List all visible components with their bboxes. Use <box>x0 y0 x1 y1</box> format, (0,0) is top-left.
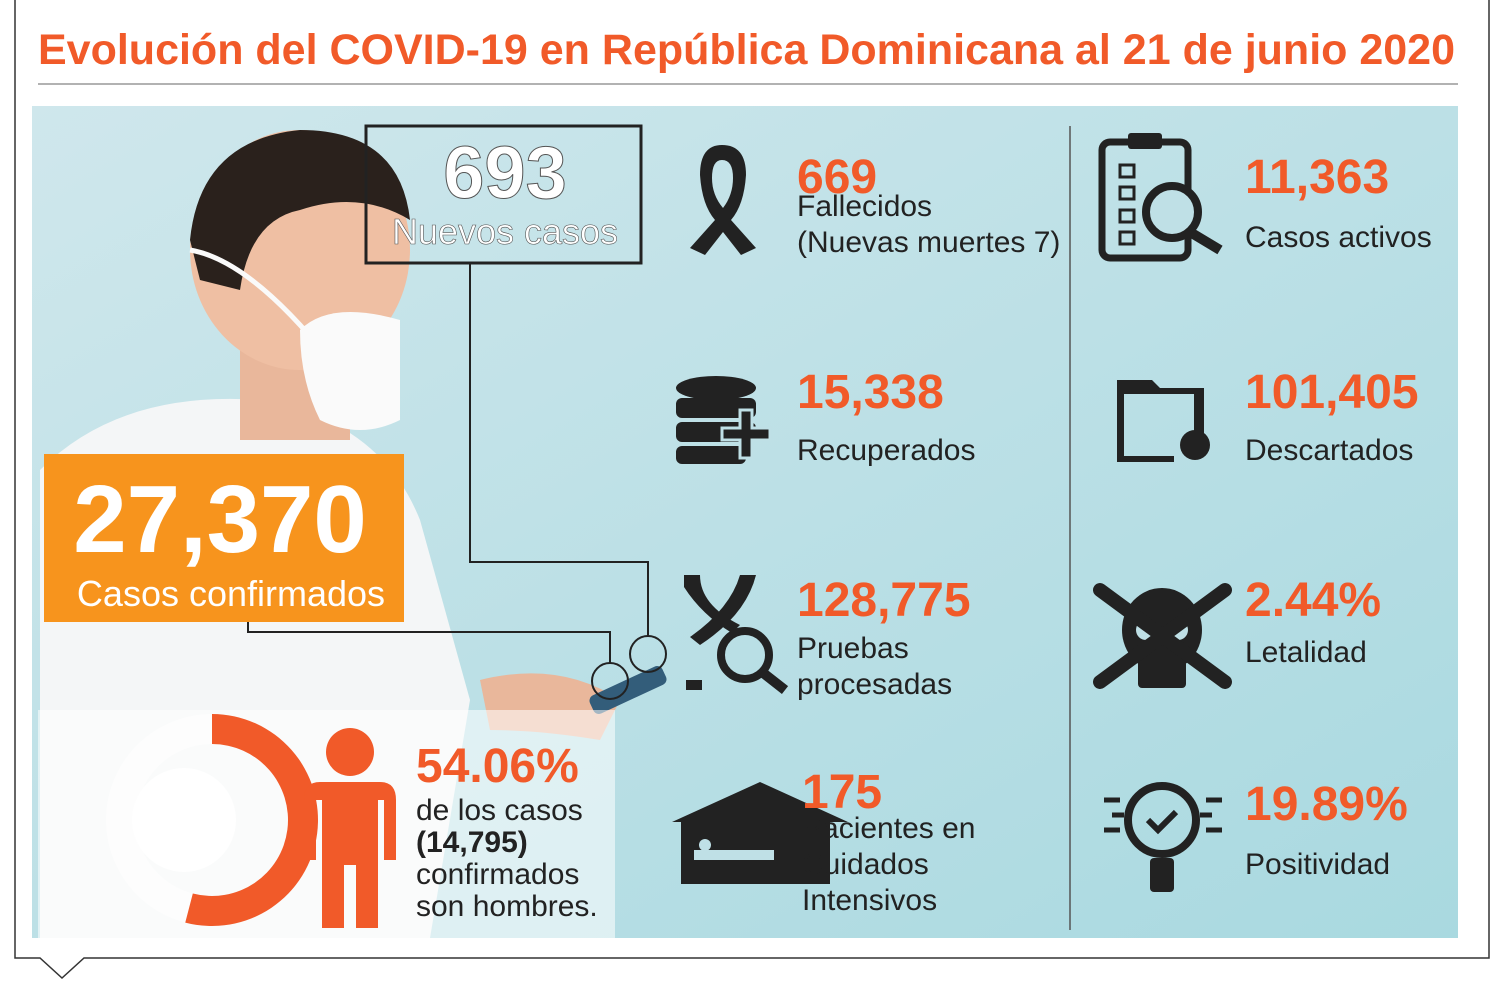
stat-label: procesadas <box>797 668 952 701</box>
stat-label: Fallecidos <box>797 190 932 223</box>
title: Evolución del COVID-19 en República Domi… <box>38 26 1455 74</box>
stat-value: 19.89% <box>1245 778 1408 831</box>
new-cases-label: Nuevos casos <box>392 211 618 252</box>
frame <box>14 0 1490 980</box>
confirmed-label: Casos confirmados <box>77 573 385 614</box>
stat-value: 15,338 <box>797 366 944 419</box>
stat-value: 669 <box>797 151 877 204</box>
icons <box>672 133 1232 892</box>
stat-label: Letalidad <box>1245 636 1367 669</box>
stat-value: 128,775 <box>797 574 971 627</box>
stat-label: Recuperados <box>797 434 975 467</box>
donut <box>106 714 318 926</box>
stat-label: (Nuevas muertes 7) <box>797 226 1060 259</box>
stat-label: Descartados <box>1245 434 1413 467</box>
connectors <box>247 263 667 700</box>
men-line: (14,795) <box>416 826 528 859</box>
men-line: son hombres. <box>416 890 598 923</box>
stat-label: Casos activos <box>1245 221 1432 254</box>
stat-label: Intensivos <box>802 884 937 917</box>
stat-label: Pacientes en <box>802 812 975 845</box>
stat-value: 175 <box>802 766 882 819</box>
man-icon <box>304 728 396 928</box>
stat-value: 101,405 <box>1245 366 1419 419</box>
stat-value: 2.44% <box>1245 574 1381 627</box>
men-percent: 54.06% <box>416 740 579 793</box>
confirmed-value: 27,370 <box>73 466 367 573</box>
stat-label: Positividad <box>1245 848 1390 881</box>
stat-value: 11,363 <box>1245 151 1389 204</box>
new-cases-value: 693 <box>443 131 566 214</box>
stat-label: Cuidados <box>802 848 929 881</box>
men-line: confirmados <box>416 858 579 891</box>
donut-hole <box>132 768 236 872</box>
new-cases-box <box>364 124 643 265</box>
donut-slice <box>185 714 318 926</box>
men-line: de los casos <box>416 794 583 827</box>
confirmed-box <box>44 454 404 622</box>
stat-label: Pruebas <box>797 632 909 665</box>
